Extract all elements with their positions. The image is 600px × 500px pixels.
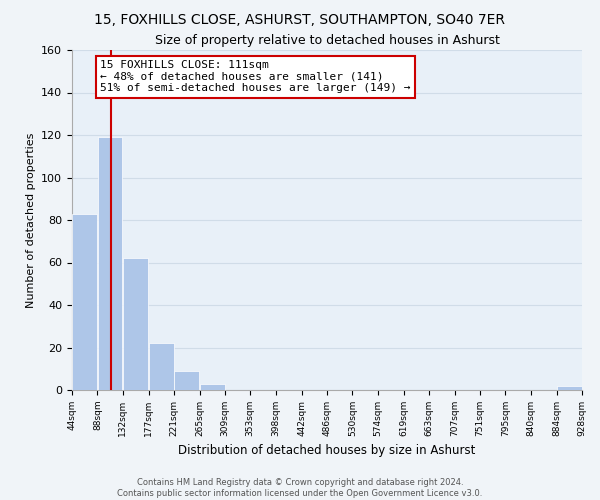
Bar [149, 343, 174, 390]
Bar [557, 386, 581, 390]
Bar [123, 258, 148, 390]
Bar [98, 137, 122, 390]
Text: 15, FOXHILLS CLOSE, ASHURST, SOUTHAMPTON, SO40 7ER: 15, FOXHILLS CLOSE, ASHURST, SOUTHAMPTON… [95, 12, 505, 26]
Text: Contains HM Land Registry data © Crown copyright and database right 2024.
Contai: Contains HM Land Registry data © Crown c… [118, 478, 482, 498]
X-axis label: Distribution of detached houses by size in Ashurst: Distribution of detached houses by size … [178, 444, 476, 458]
Title: Size of property relative to detached houses in Ashurst: Size of property relative to detached ho… [155, 34, 499, 48]
Y-axis label: Number of detached properties: Number of detached properties [26, 132, 35, 308]
Bar [73, 214, 97, 390]
Text: 15 FOXHILLS CLOSE: 111sqm
← 48% of detached houses are smaller (141)
51% of semi: 15 FOXHILLS CLOSE: 111sqm ← 48% of detac… [100, 60, 410, 94]
Bar [175, 371, 199, 390]
Bar [200, 384, 224, 390]
